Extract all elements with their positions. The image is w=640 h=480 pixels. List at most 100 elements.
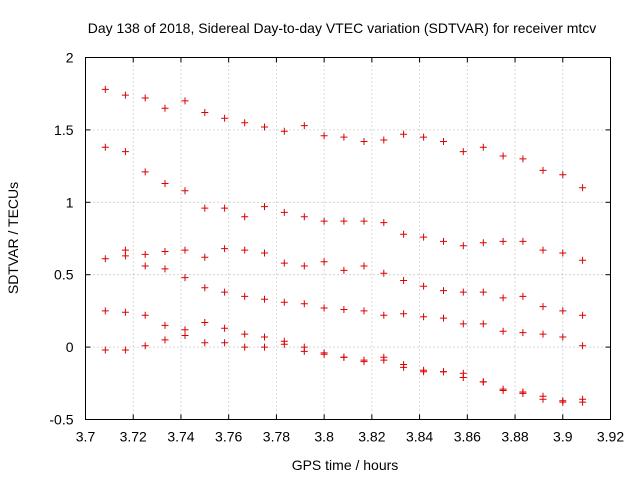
grid-lines	[85, 57, 611, 420]
x-tick-labels: 3.7 3.72 3.74 3.76 3.78 3.8 3.82 3.84 3.86 3.88 3.…	[76, 429, 625, 445]
data-point	[519, 155, 527, 163]
data-point	[121, 252, 129, 260]
data-point	[201, 319, 209, 326]
data-point	[579, 311, 587, 319]
data-point	[141, 262, 149, 270]
data-point	[181, 97, 189, 105]
data-point	[479, 143, 487, 151]
data-point	[261, 343, 268, 351]
data-point	[440, 287, 447, 295]
data-point	[539, 392, 547, 400]
data-point	[320, 350, 328, 358]
y-axis-label: SDTVAR / TECUs	[5, 182, 21, 294]
x-tick-label: 3.84	[406, 429, 433, 445]
data-point	[340, 353, 348, 361]
data-point	[280, 259, 288, 267]
data-point	[479, 378, 487, 386]
data-point	[479, 239, 487, 247]
y-tick-label: 2	[66, 50, 74, 66]
data-point	[499, 327, 507, 335]
data-point	[161, 336, 169, 344]
data-points	[101, 85, 587, 406]
x-tick-label: 3.8	[314, 429, 334, 445]
data-point	[559, 333, 567, 341]
data-point	[121, 148, 129, 156]
x-tick-label: 3.88	[501, 429, 528, 445]
data-point	[201, 339, 209, 347]
data-point	[101, 85, 109, 93]
data-point	[181, 332, 189, 339]
data-point	[201, 253, 209, 261]
data-point	[420, 233, 428, 241]
data-point	[380, 136, 388, 144]
y-tick-label: 0.5	[54, 267, 74, 283]
data-point	[161, 265, 169, 273]
data-point	[201, 284, 209, 292]
data-point	[400, 277, 408, 284]
data-point	[221, 114, 229, 122]
x-tick-label: 3.72	[120, 429, 147, 445]
x-tick-label: 3.9	[553, 429, 573, 445]
data-point	[440, 237, 447, 245]
data-point	[360, 262, 368, 270]
data-point	[499, 387, 507, 394]
data-point	[261, 123, 268, 131]
data-point	[141, 342, 149, 350]
data-point	[519, 329, 527, 337]
data-point	[221, 245, 229, 253]
data-point	[121, 91, 129, 99]
data-point	[459, 242, 467, 250]
data-point	[201, 204, 209, 212]
data-point	[380, 269, 388, 277]
data-point	[539, 246, 547, 254]
data-point	[300, 347, 308, 355]
data-point	[459, 148, 467, 156]
data-point	[340, 217, 348, 225]
data-point	[360, 138, 368, 145]
data-point	[241, 246, 249, 254]
data-point	[340, 306, 348, 313]
data-point	[141, 250, 149, 258]
data-point	[101, 255, 109, 263]
x-tick-label: 3.92	[597, 429, 624, 445]
data-point	[559, 249, 567, 257]
data-point	[440, 138, 447, 145]
data-point	[280, 340, 288, 348]
data-point	[459, 320, 467, 328]
data-point	[420, 282, 428, 290]
x-tick-label: 3.86	[454, 429, 481, 445]
data-point	[459, 288, 467, 296]
data-point	[101, 346, 109, 354]
data-point	[141, 311, 149, 319]
data-point	[519, 292, 527, 300]
data-point	[539, 166, 547, 174]
data-point	[201, 109, 209, 116]
data-point	[280, 208, 288, 216]
data-point	[261, 249, 268, 257]
data-point	[320, 217, 328, 225]
data-point	[300, 262, 308, 270]
data-point	[340, 133, 348, 141]
data-point	[181, 246, 189, 254]
axis-ticks	[85, 57, 611, 420]
data-point	[241, 213, 249, 221]
data-point	[400, 130, 408, 138]
data-point	[499, 237, 507, 245]
data-point	[479, 320, 487, 328]
data-point	[440, 368, 447, 376]
data-point	[121, 308, 129, 316]
x-tick-label: 3.76	[215, 429, 242, 445]
data-point	[241, 292, 249, 300]
data-point	[459, 369, 467, 377]
data-point	[479, 288, 487, 296]
data-point	[161, 180, 169, 187]
data-point	[380, 353, 388, 361]
data-point	[380, 311, 388, 319]
data-point	[300, 300, 308, 308]
x-tick-label: 3.74	[167, 429, 194, 445]
data-point	[559, 171, 567, 179]
data-point	[161, 321, 169, 329]
data-point	[579, 395, 587, 403]
data-point	[559, 398, 567, 406]
